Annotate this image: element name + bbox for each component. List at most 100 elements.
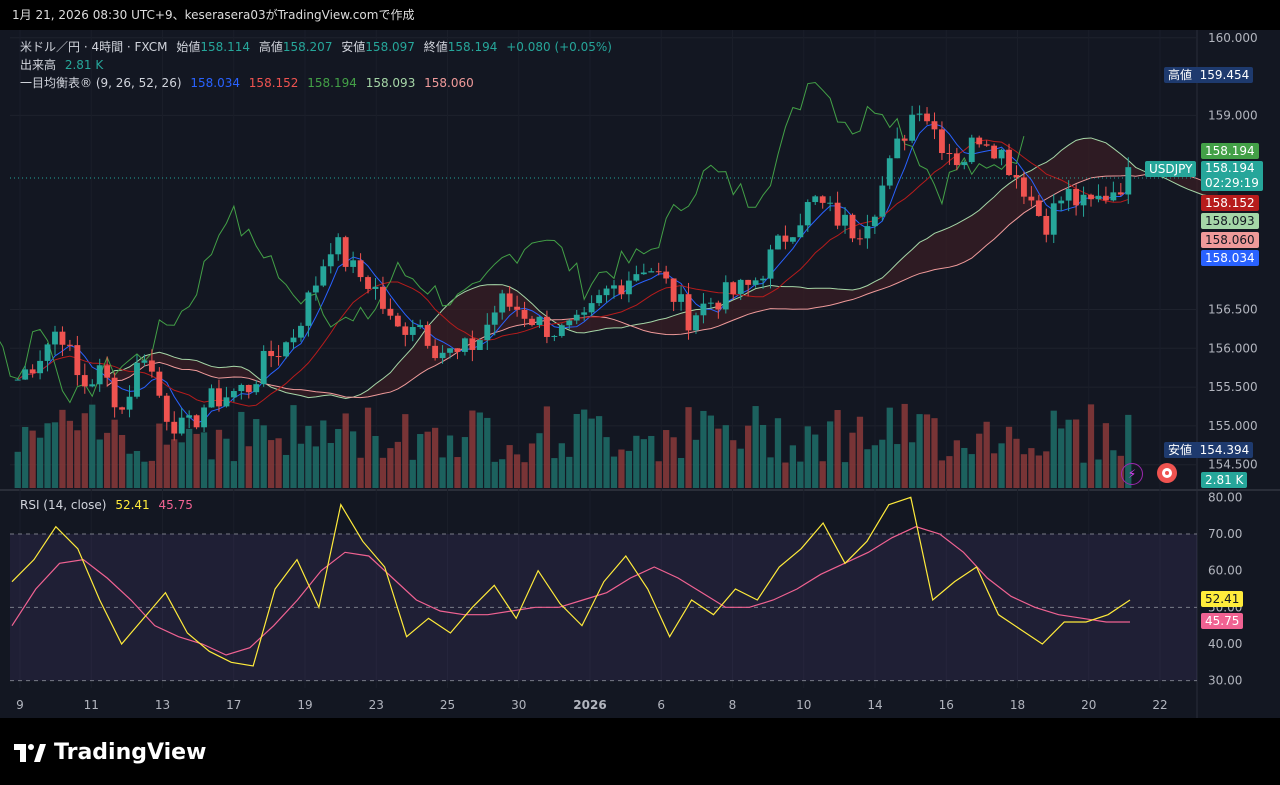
volume-bar xyxy=(789,445,796,488)
volume-bar xyxy=(111,419,118,488)
price-tick-label: 155.000 xyxy=(1208,419,1258,433)
candle-body xyxy=(1073,188,1080,206)
volume-bar xyxy=(74,430,81,488)
volume-bar xyxy=(879,439,886,488)
candle-body xyxy=(1102,195,1109,201)
candle-body xyxy=(484,324,491,341)
volume-bar xyxy=(894,444,901,488)
volume-bar xyxy=(357,457,364,488)
candle-body xyxy=(89,384,96,387)
chikou-price-tag: 158.194 xyxy=(1201,143,1259,159)
volume-bar xyxy=(901,403,908,488)
volume-bar xyxy=(745,425,752,488)
candle-body xyxy=(238,384,245,392)
candle-body xyxy=(365,277,371,289)
candle-body xyxy=(66,344,73,346)
span-a-line xyxy=(106,137,1218,399)
volume-bar xyxy=(722,425,729,488)
candle-body xyxy=(432,345,439,359)
candle-body xyxy=(745,279,752,285)
volume-bar xyxy=(215,429,223,488)
candle-body xyxy=(201,407,207,428)
volume-bar xyxy=(968,454,975,488)
bar-countdown: 02:29:19 xyxy=(1205,176,1259,190)
high-label: 高値 xyxy=(258,40,283,54)
change-value: +0.080 (+0.05%) xyxy=(506,40,612,54)
volume-bar xyxy=(566,456,573,488)
tradingview-logo[interactable]: TradingView xyxy=(14,740,206,765)
candle-body xyxy=(439,352,446,359)
rsi-tick-label: 80.00 xyxy=(1208,490,1242,504)
span-a-value: 158.093 xyxy=(365,76,416,90)
volume-bar xyxy=(193,433,200,488)
candle-body xyxy=(134,362,140,397)
volume-bar xyxy=(976,433,983,488)
volume-bar xyxy=(156,423,163,488)
candle-body xyxy=(14,379,21,381)
volume-bar xyxy=(148,460,156,488)
volume-bar xyxy=(797,461,804,488)
volume-bar xyxy=(953,440,960,488)
volume-bar xyxy=(312,446,319,488)
chart-canvas[interactable]: 160.000 159.000 156.500 156.000 155.500 155.0… xyxy=(0,30,1280,718)
candle-body xyxy=(730,282,737,294)
volume-bar xyxy=(886,407,893,488)
candle-body xyxy=(655,271,662,273)
low-value: 158.097 xyxy=(365,40,415,54)
candle-body xyxy=(543,316,550,337)
candle-body xyxy=(305,292,312,326)
volume-bar xyxy=(238,411,245,488)
candle-body xyxy=(44,344,51,361)
volume-bar xyxy=(513,454,521,488)
volume-bar xyxy=(827,421,834,488)
candle-body xyxy=(74,345,81,376)
volume-bar xyxy=(44,423,51,488)
candle-body xyxy=(827,202,834,204)
volume-legend[interactable]: 出来高 2.81 K xyxy=(20,56,108,73)
span-a-price-tag: 158.093 xyxy=(1201,213,1259,229)
volume-bar xyxy=(610,456,618,488)
rsi-value: 52.41 xyxy=(115,498,150,512)
candle-body xyxy=(939,129,945,154)
rsi-legend[interactable]: RSI (14, close) 52.41 45.75 xyxy=(20,498,198,512)
volume-bar xyxy=(543,406,551,488)
volume-bar xyxy=(476,412,483,488)
ichimoku-legend[interactable]: 一目均衡表® (9, 26, 52, 26) 158.034 158.152 1… xyxy=(20,74,479,91)
volume-bar xyxy=(692,439,700,488)
volume-bar xyxy=(36,437,44,488)
candle-body xyxy=(953,153,960,166)
volume-bar xyxy=(737,448,744,488)
volume-bar xyxy=(469,410,476,488)
volume-bar xyxy=(22,426,29,488)
candle-body xyxy=(230,391,237,398)
volume-bar xyxy=(909,442,916,488)
candle-body xyxy=(640,272,647,275)
volume-bar xyxy=(245,446,252,488)
tenkan-price-tag: 158.034 xyxy=(1201,250,1259,266)
record-icon[interactable] xyxy=(1157,463,1177,483)
ichimoku-lines xyxy=(0,82,1218,424)
lightning-icon[interactable]: ⚡ xyxy=(1121,463,1143,485)
candle-body xyxy=(894,138,901,159)
volume-bar xyxy=(200,432,208,488)
candle-body xyxy=(871,216,878,227)
candle-body xyxy=(186,415,193,418)
candle-body xyxy=(216,388,222,407)
candle-body xyxy=(253,384,260,393)
candle-body xyxy=(424,325,431,346)
symbol-label[interactable]: 米ドル／円 · 4時間 · FXCM xyxy=(20,40,168,54)
ichimoku-label: 一目均衡表® (9, 26, 52, 26) xyxy=(20,76,182,90)
candle-body xyxy=(715,302,722,310)
volume-bar xyxy=(558,443,565,488)
candle-body xyxy=(1088,194,1094,200)
volume-bar xyxy=(536,433,543,488)
volume-bar xyxy=(260,425,267,488)
candle-body xyxy=(163,395,170,422)
volume-bar xyxy=(782,462,789,488)
candle-body xyxy=(968,137,975,163)
volume-bar xyxy=(424,431,431,488)
chikou-value: 158.194 xyxy=(307,76,357,90)
volume-bar xyxy=(29,430,36,488)
candle-body xyxy=(417,325,424,328)
volume-bar xyxy=(163,444,170,488)
